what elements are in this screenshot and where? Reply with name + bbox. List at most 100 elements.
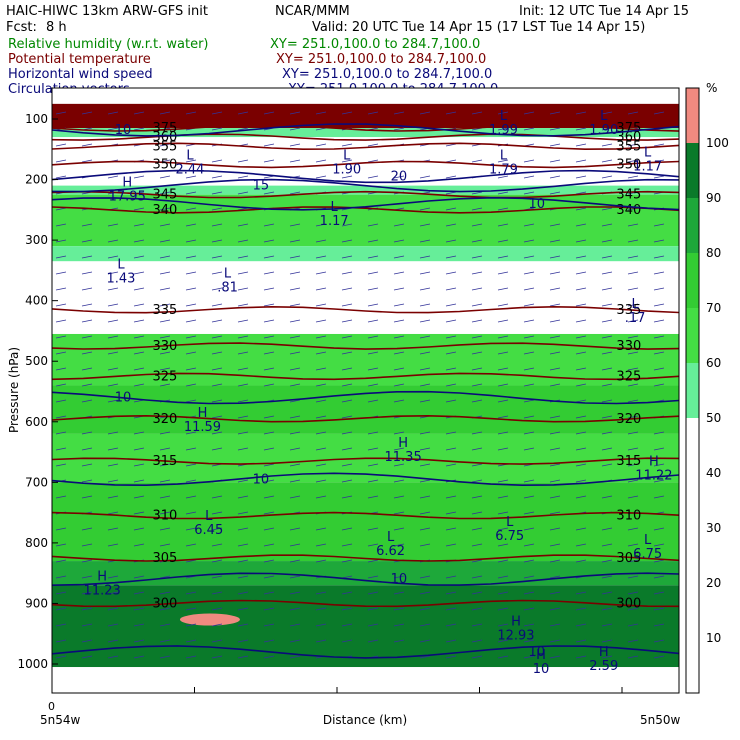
rh-bands	[52, 103, 679, 668]
vector-arrow	[601, 287, 613, 291]
vector-arrow	[133, 239, 145, 243]
vector-arrow	[497, 367, 509, 371]
vector-arrow	[237, 287, 249, 291]
vector-arrow	[341, 591, 353, 595]
vector-arrow	[315, 287, 327, 291]
vector-arrow	[653, 383, 665, 387]
vector-arrow	[601, 239, 613, 243]
field-xy: XY= 251.0,100.0 to 284.7,100.0	[276, 52, 486, 67]
vector-arrow	[107, 127, 119, 131]
theta-contour	[51, 372, 680, 381]
vector-arrow	[471, 543, 483, 547]
vector-arrow	[107, 351, 119, 355]
vector-arrow	[133, 655, 145, 659]
vector-arrow	[497, 335, 509, 339]
vector-arrow	[159, 431, 171, 435]
vector-arrow	[497, 127, 509, 131]
vector-arrow	[185, 463, 197, 467]
vector-arrow	[575, 463, 587, 467]
colorbar-swatch	[686, 88, 699, 143]
vector-arrow	[289, 383, 301, 387]
vector-arrow	[653, 527, 665, 531]
vector-arrow	[523, 559, 535, 563]
vector-arrow	[653, 607, 665, 611]
vector-arrow	[185, 543, 197, 547]
vector-arrow	[549, 527, 561, 531]
vector-arrow	[419, 335, 431, 339]
vector-arrow	[471, 479, 483, 483]
vector-arrow	[653, 143, 665, 147]
wind-label: 15	[253, 179, 270, 194]
vector-arrow	[419, 239, 431, 243]
vector-arrow	[471, 607, 483, 611]
extremum-value: 2.59	[589, 659, 618, 674]
vector-arrow	[315, 351, 327, 355]
vector-arrow	[627, 319, 639, 323]
vector-arrow	[601, 495, 613, 499]
vector-arrow	[55, 431, 67, 435]
vector-arrow	[471, 335, 483, 339]
vector-arrow	[367, 223, 379, 227]
vector-arrow	[523, 271, 535, 275]
vector-arrow	[185, 239, 197, 243]
vector-arrow	[289, 431, 301, 435]
vector-arrow	[237, 271, 249, 275]
vector-arrow	[445, 255, 457, 259]
vector-arrow	[107, 287, 119, 291]
vector-arrow	[107, 655, 119, 659]
vector-arrow	[81, 543, 93, 547]
vector-arrow	[263, 607, 275, 611]
vector-arrow	[497, 287, 509, 291]
vector-arrow	[289, 543, 301, 547]
vector-arrow	[471, 559, 483, 563]
vector-arrow	[211, 591, 223, 595]
vector-arrow	[445, 655, 457, 659]
vector-arrow	[575, 399, 587, 403]
vector-arrow	[497, 383, 509, 387]
circulation-vectors	[55, 111, 665, 659]
vector-arrow	[471, 159, 483, 163]
vector-arrow	[549, 543, 561, 547]
vector-arrow	[419, 543, 431, 547]
vector-arrow	[55, 351, 67, 355]
vector-arrow	[419, 383, 431, 387]
vector-arrow	[627, 351, 639, 355]
vector-arrow	[341, 431, 353, 435]
vector-arrow	[497, 415, 509, 419]
vector-arrow	[315, 479, 327, 483]
vector-arrow	[367, 543, 379, 547]
vector-arrow	[237, 447, 249, 451]
y-tick-label: 200	[25, 173, 48, 187]
vector-arrow	[497, 191, 509, 195]
vector-arrow	[341, 255, 353, 259]
vector-arrow	[341, 351, 353, 355]
vector-arrow	[81, 447, 93, 451]
vector-arrow	[393, 367, 405, 371]
extremum-kind: L	[205, 509, 213, 524]
vector-arrow	[523, 303, 535, 307]
vector-arrow	[445, 351, 457, 355]
vector-arrow	[341, 319, 353, 323]
vector-arrow	[471, 655, 483, 659]
vector-arrow	[263, 287, 275, 291]
vector-arrow	[549, 447, 561, 451]
vector-arrow	[185, 159, 197, 163]
vector-arrow	[367, 175, 379, 179]
vector-arrow	[445, 239, 457, 243]
colorbar: 10 20 30 40 50 60 70 80 90 100	[685, 87, 729, 694]
vector-arrow	[211, 511, 223, 515]
vector-arrow	[549, 655, 561, 659]
vector-arrow	[315, 175, 327, 179]
vector-arrow	[419, 591, 431, 595]
theta-contour	[51, 554, 680, 562]
theta-label: 350	[152, 157, 177, 172]
vector-arrow	[445, 175, 457, 179]
vector-arrow	[497, 303, 509, 307]
vector-arrow	[133, 431, 145, 435]
y-tick-label: 1000	[17, 657, 48, 671]
vector-arrow	[237, 511, 249, 515]
x-end-label: 5n50w	[640, 713, 681, 727]
theta-label: 340	[152, 203, 177, 218]
vector-arrow	[419, 479, 431, 483]
